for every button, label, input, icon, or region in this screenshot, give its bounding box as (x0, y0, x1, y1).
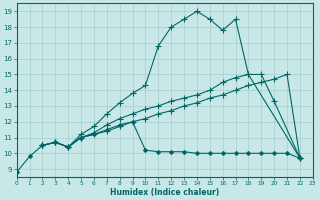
X-axis label: Humidex (Indice chaleur): Humidex (Indice chaleur) (110, 188, 219, 197)
